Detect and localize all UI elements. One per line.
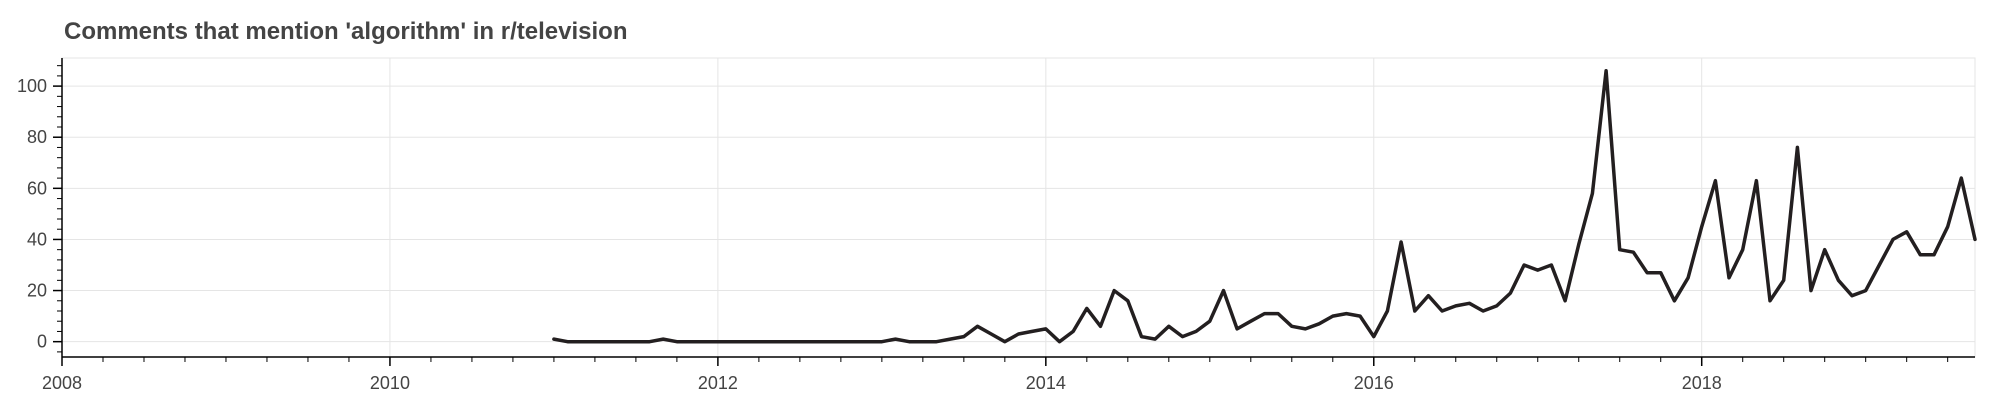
y-tick-label: 20: [27, 281, 47, 301]
x-tick-label: 2016: [1354, 373, 1394, 393]
y-tick-label: 80: [27, 127, 47, 147]
y-tick-label: 60: [27, 178, 47, 198]
x-tick-label: 2010: [370, 373, 410, 393]
tick-labels: 0 20 40 60 80 100 2008 2010 2012 2014 2016 2018: [17, 76, 1722, 393]
y-tick-label: 40: [27, 229, 47, 249]
grid: [61, 57, 1976, 358]
plot-frame: [61, 57, 1976, 358]
x-tick-label: 2012: [698, 373, 738, 393]
x-tick-label: 2018: [1682, 373, 1722, 393]
axes: [53, 58, 1975, 366]
series-layer: [552, 69, 1977, 344]
x-tick-label: 2014: [1026, 373, 1066, 393]
x-tick-label: 2008: [42, 373, 82, 393]
y-tick-label: 100: [17, 76, 47, 96]
series-line: [552, 69, 1977, 344]
y-tick-label: 0: [37, 332, 47, 352]
chart-title: Comments that mention 'algorithm' in r/t…: [64, 18, 628, 45]
